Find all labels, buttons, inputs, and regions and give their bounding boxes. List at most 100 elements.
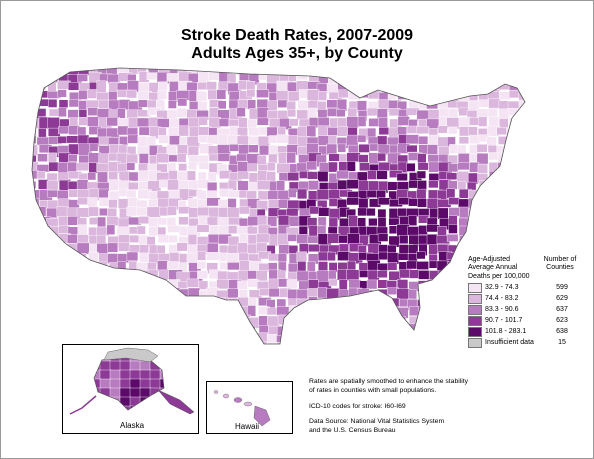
- county-cell: [266, 126, 278, 137]
- county-cell: [527, 128, 536, 135]
- county-cell: [517, 134, 525, 144]
- county-cell: [426, 98, 439, 110]
- legend-heading-line: Average Annual: [468, 264, 518, 272]
- county-cell: [188, 296, 198, 307]
- county-cell: [499, 118, 509, 129]
- legend-range: 74.4 - 83.2: [485, 295, 519, 302]
- county-cell: [267, 216, 278, 227]
- county-cell: [306, 316, 320, 329]
- county-cell: [398, 82, 412, 95]
- county-cell: [97, 171, 108, 184]
- county-cell: [378, 127, 390, 136]
- county-cell: [158, 135, 170, 144]
- county-cell: [139, 296, 151, 306]
- county-cell: [32, 297, 41, 308]
- county-cell: [168, 170, 179, 181]
- county-cell: [517, 299, 525, 312]
- county-cell: [156, 245, 166, 255]
- county-cell: [408, 332, 421, 343]
- county-cell: [196, 90, 207, 102]
- county-cell: [48, 342, 63, 344]
- county-cell: [116, 305, 130, 314]
- county-cell: [37, 315, 48, 328]
- county-cell: [377, 73, 391, 83]
- legend-range: 90.7 - 101.7: [485, 317, 523, 324]
- county-cell: [256, 117, 269, 126]
- county-cell: [486, 207, 499, 218]
- county-cell: [37, 279, 52, 290]
- county-cell: [438, 80, 452, 92]
- county-cell: [207, 72, 221, 81]
- county-cell: [78, 307, 91, 318]
- county-cell: [308, 296, 318, 308]
- county-cell: [246, 89, 256, 98]
- county-cell: [38, 263, 52, 275]
- county-cell: [527, 191, 539, 199]
- county-cell: [38, 289, 51, 300]
- county-cell: [196, 261, 207, 270]
- county-cell: [157, 325, 167, 333]
- county-cell: [238, 206, 251, 215]
- county-cell: [237, 242, 248, 254]
- county-cell: [39, 253, 50, 265]
- county-cell: [396, 173, 408, 182]
- county-cell: [449, 323, 461, 335]
- county-cell: [99, 333, 112, 341]
- county-cell: [46, 207, 58, 219]
- county-cell: [47, 244, 60, 255]
- county-cell: [156, 217, 167, 226]
- county-cell: [418, 270, 430, 280]
- county-cell: [456, 71, 470, 84]
- county-cell: [376, 307, 387, 319]
- county-cell: [437, 136, 448, 148]
- county-cell: [476, 244, 488, 253]
- county-cell: [247, 305, 256, 317]
- county-cell: [107, 242, 118, 253]
- county-cell: [528, 308, 541, 317]
- county-cell: [316, 317, 327, 329]
- county-cell: [32, 155, 37, 165]
- county-cell: [478, 68, 490, 75]
- county-cell: [467, 68, 477, 75]
- county-cell: [206, 252, 221, 261]
- county-cell: [346, 197, 361, 206]
- county-cell: [198, 306, 210, 316]
- county-cell: [277, 253, 287, 263]
- county-cell: [447, 180, 458, 190]
- note-line: Data Source: National Vital Statistics S…: [309, 418, 445, 425]
- county-cell: [116, 108, 126, 119]
- county-cell: [32, 260, 36, 271]
- county-cell: [338, 68, 349, 76]
- county-cell: [376, 80, 391, 91]
- county-cell: [168, 234, 178, 243]
- county-cell: [98, 307, 113, 320]
- county-cell: [338, 235, 348, 244]
- county-cell: [247, 163, 258, 172]
- county-cell: [516, 144, 525, 155]
- county-cell: [187, 315, 197, 324]
- county-cell: [276, 163, 290, 174]
- county-cell: [288, 188, 297, 198]
- county-cell: [286, 68, 297, 75]
- county-cell: [377, 152, 386, 162]
- county-cell: [397, 68, 409, 76]
- county-cell: [359, 162, 370, 171]
- county-cell: [528, 153, 541, 162]
- county-cell: [346, 179, 359, 189]
- county-cell: [117, 323, 127, 333]
- county-cell: [128, 117, 139, 130]
- county-cell: [377, 270, 388, 278]
- county-cell: [208, 334, 221, 344]
- legend-swatch: [468, 338, 482, 348]
- county-cell: [187, 326, 201, 338]
- county-cell: [337, 269, 348, 281]
- county-cell: [406, 208, 421, 217]
- county-cell: [137, 289, 150, 300]
- county-cell: [78, 315, 92, 323]
- county-cell: [276, 180, 285, 192]
- county-cell: [459, 68, 468, 74]
- county-cell: [87, 107, 99, 116]
- county-cell: [32, 253, 39, 265]
- county-cell: [126, 189, 137, 199]
- county-cell: [468, 126, 478, 137]
